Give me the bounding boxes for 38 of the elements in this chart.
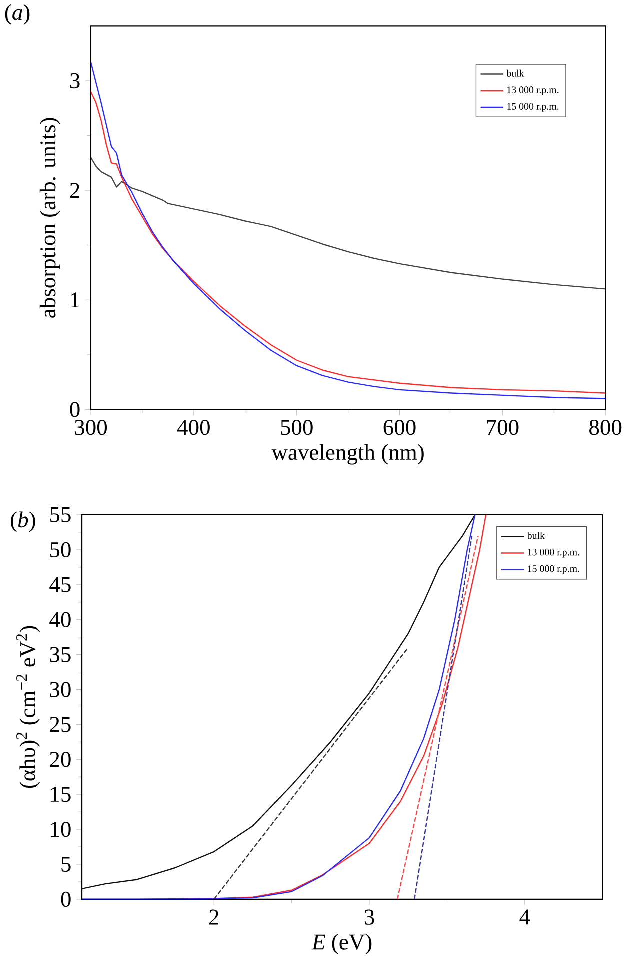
x-tick-label: 300	[74, 420, 107, 436]
x-tick-label: 700	[487, 420, 519, 436]
y-tick-label: 1	[71, 292, 80, 308]
legend-label: 13 000 r.p.m.	[528, 548, 580, 558]
y-tick-label: 35	[50, 647, 71, 662]
y-tick-label: 45	[49, 577, 71, 592]
y-tick-label: 20	[50, 752, 71, 768]
y-tick-label: 30	[50, 682, 71, 698]
x-tick-label: 4	[520, 910, 530, 925]
x-tick-label: 400	[177, 420, 210, 436]
y-tick-label: 2	[70, 183, 80, 198]
y-tick-label: 0	[70, 402, 80, 418]
legend-label: bulk	[527, 532, 545, 540]
y-tick-label: 25	[50, 717, 71, 732]
y-axis-title: (αhυ)$^{2}$ (cm$^{−2}$ eV$^{2}$)	[16, 626, 40, 788]
x-tick-label: 600	[384, 420, 416, 436]
x-axis-title: E (eV)	[312, 934, 372, 954]
y-axis-title: absorption (arb. units)	[40, 118, 60, 318]
x-tick-label: 800	[589, 420, 622, 436]
x-tick-label: 3	[364, 910, 374, 925]
chart-title: (a)	[5, 4, 30, 25]
y-tick-label: 55	[50, 508, 71, 522]
chart-title: (b)	[10, 512, 36, 532]
x-axis-title: wavelength (nm)	[272, 444, 424, 465]
y-tick-label: 40	[49, 612, 71, 628]
legend-label: 15 000 r.p.m.	[507, 103, 559, 112]
legend-label: 13 000 r.p.m.	[507, 86, 559, 96]
y-tick-label: 3	[70, 73, 80, 89]
y-tick-label: 50	[50, 542, 71, 558]
legend-label: 15 000 r.p.m.	[528, 566, 580, 574]
y-tick-label: 10	[50, 822, 71, 838]
x-tick-label: 2	[209, 910, 218, 925]
line-series	[90, 157, 606, 290]
legend-label: bulk	[506, 70, 524, 77]
y-tick-label: 0	[61, 892, 71, 908]
y-tick-label: 5	[62, 857, 71, 872]
y-tick-label: 15	[50, 787, 71, 802]
x-tick-label: 500	[281, 420, 313, 436]
